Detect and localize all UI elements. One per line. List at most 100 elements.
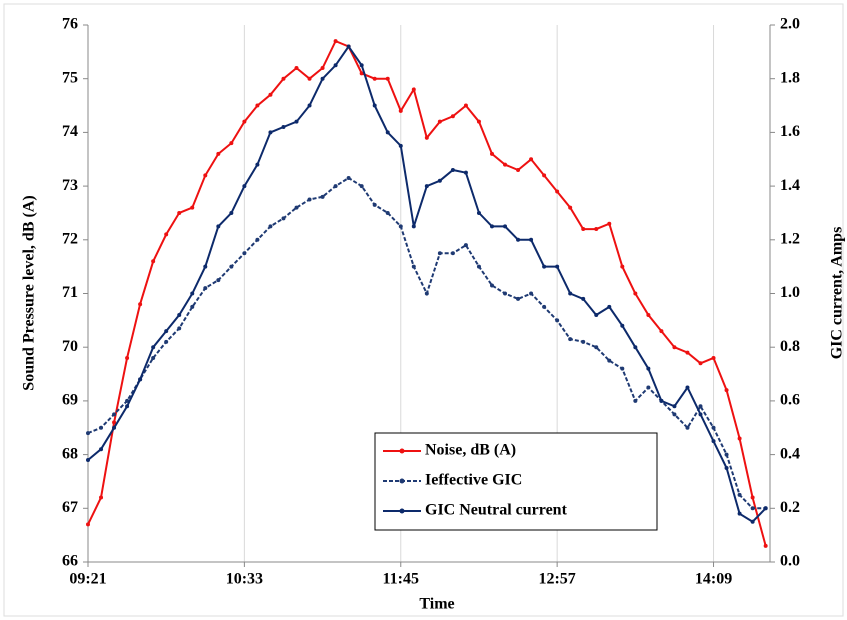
y-tick-label: 66 (62, 553, 78, 570)
data-point (646, 312, 651, 317)
data-point (646, 366, 651, 371)
data-point (607, 221, 612, 226)
data-point (125, 398, 130, 403)
data-point (672, 345, 677, 350)
y-tick-label: 74 (62, 123, 78, 140)
data-point (86, 431, 90, 436)
data-point (437, 178, 442, 183)
data-point (164, 232, 169, 237)
data-point (177, 312, 182, 317)
data-point (476, 119, 481, 124)
data-point (672, 404, 677, 409)
y2-tick-label: 2.0 (780, 16, 800, 33)
data-point (516, 237, 521, 242)
legend-label: GIC Neutral current (425, 502, 568, 519)
data-point (242, 119, 247, 124)
data-point (620, 264, 625, 269)
data-point (737, 511, 742, 516)
data-point (333, 39, 338, 44)
data-point (607, 304, 612, 309)
data-point (307, 197, 312, 202)
data-point (398, 143, 403, 148)
y2-tick-label: 1.2 (780, 230, 800, 247)
data-point (294, 205, 299, 210)
y2-axis-label: GIC current, Amps (829, 227, 846, 360)
data-point (581, 339, 586, 344)
data-point (463, 243, 468, 248)
data-point (333, 184, 338, 189)
data-point (281, 76, 286, 81)
data-point (633, 345, 638, 350)
data-point (203, 286, 208, 291)
data-point (216, 278, 221, 283)
data-point (568, 205, 573, 210)
data-point (216, 151, 221, 156)
data-point (307, 103, 312, 108)
data-point (99, 425, 104, 430)
x-tick-label: 11:45 (383, 571, 419, 588)
data-point (542, 173, 547, 178)
data-point (411, 224, 416, 229)
data-point (737, 492, 742, 497)
data-point (281, 216, 286, 221)
data-point (489, 151, 494, 156)
y2-tick-label: 1.0 (780, 284, 800, 301)
data-point (385, 130, 390, 135)
legend-marker (399, 478, 405, 484)
data-point (568, 337, 573, 342)
data-point (411, 264, 416, 269)
data-point (177, 210, 182, 215)
data-point (424, 291, 429, 296)
y2-tick-label: 0.6 (780, 392, 800, 409)
data-point (112, 412, 117, 417)
data-point (424, 184, 429, 189)
data-point (346, 44, 351, 49)
data-point (476, 264, 481, 269)
data-point (737, 436, 742, 441)
data-point (99, 447, 104, 452)
data-point (503, 162, 508, 167)
data-point (750, 495, 755, 500)
y2-tick-label: 1.8 (780, 69, 800, 86)
data-point (255, 103, 260, 108)
y-tick-label: 76 (62, 16, 78, 33)
data-point (190, 205, 195, 210)
data-point (620, 323, 625, 328)
y-axis-label: Sound Pressure level, dB (A) (21, 195, 38, 390)
x-tick-label: 09:21 (69, 571, 106, 588)
data-point (659, 398, 664, 403)
data-point (320, 65, 325, 70)
data-point (516, 296, 521, 301)
data-point (294, 65, 299, 70)
y-tick-label: 72 (62, 230, 78, 247)
data-point (268, 130, 273, 135)
data-point (542, 304, 547, 309)
data-point (450, 114, 455, 119)
data-point (698, 404, 703, 409)
data-point (594, 312, 599, 317)
data-point (333, 63, 338, 68)
data-point (164, 329, 169, 334)
data-point (450, 251, 455, 256)
y2-tick-label: 0.4 (780, 445, 800, 462)
data-point (346, 176, 351, 181)
y-tick-label: 75 (62, 69, 78, 86)
data-point (398, 224, 403, 229)
data-point (138, 302, 143, 307)
data-point (607, 358, 612, 363)
data-point (229, 141, 234, 146)
data-point (125, 355, 130, 360)
data-point (229, 264, 234, 269)
data-point (633, 291, 638, 296)
data-point (581, 296, 586, 301)
data-point (450, 167, 455, 172)
data-point (724, 452, 729, 457)
data-point (190, 291, 195, 296)
data-point (359, 71, 364, 76)
data-point (151, 259, 156, 264)
data-point (555, 189, 560, 194)
legend-marker (399, 448, 405, 454)
data-point (138, 377, 143, 382)
legend-box (374, 432, 658, 531)
data-point (242, 184, 247, 189)
